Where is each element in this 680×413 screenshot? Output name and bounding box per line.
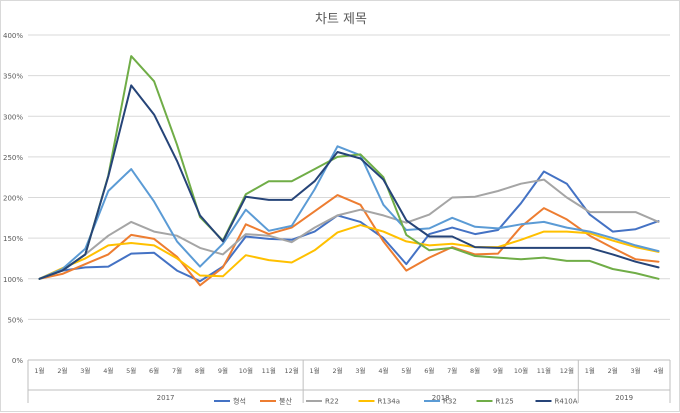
year-label: 2017 bbox=[157, 394, 175, 402]
x-tick-label: 10월 bbox=[514, 366, 528, 375]
x-tick-label: 5월 bbox=[126, 366, 136, 375]
x-tick-label: 8월 bbox=[195, 366, 205, 375]
legend-label: R32 bbox=[443, 398, 457, 406]
gridlines bbox=[28, 34, 670, 320]
x-tick-label: 1월 bbox=[310, 366, 320, 375]
series-line bbox=[38, 224, 660, 280]
legend-label: R134a bbox=[378, 398, 401, 406]
year-label: 2018 bbox=[432, 394, 450, 402]
x-tick-label: 3월 bbox=[80, 366, 90, 375]
y-axis: 0% 50% 100% 150% 200% 250% 300% 350% 400% bbox=[3, 32, 23, 365]
x-tick-label: 12월 bbox=[560, 366, 574, 375]
legend-label: R22 bbox=[325, 398, 339, 406]
x-tick-label: 10월 bbox=[239, 366, 253, 375]
y-tick-label: 400% bbox=[3, 32, 23, 40]
x-tick-label: 1월 bbox=[585, 366, 595, 375]
x-tick-label: 7월 bbox=[172, 366, 182, 375]
x-tick-label: 11월 bbox=[537, 366, 551, 375]
series-lines bbox=[38, 55, 660, 287]
x-tick-label: 6월 bbox=[424, 366, 434, 375]
legend: 형석 불산 R22 R134a R32 R125 R410A bbox=[214, 397, 578, 406]
y-tick-label: 300% bbox=[3, 113, 23, 121]
x-tick-label: 3월 bbox=[631, 366, 641, 375]
series-line bbox=[38, 170, 660, 283]
x-tick-label: 3월 bbox=[355, 366, 365, 375]
x-tick-label: 2월 bbox=[608, 366, 618, 375]
y-tick-label: 100% bbox=[3, 276, 23, 284]
x-tick-label: 4월 bbox=[103, 366, 113, 375]
series-line bbox=[38, 178, 660, 280]
y-tick-label: 350% bbox=[3, 73, 23, 81]
legend-label: 불산 bbox=[279, 397, 292, 406]
y-tick-label: 0% bbox=[12, 357, 23, 365]
x-tick-label: 2월 bbox=[332, 366, 342, 375]
series-line bbox=[38, 145, 660, 280]
legend-label: R410A bbox=[555, 398, 578, 406]
year-label: 2019 bbox=[615, 394, 633, 402]
x-tick-label: 6월 bbox=[149, 366, 159, 375]
y-tick-label: 150% bbox=[3, 235, 23, 243]
x-tick-label: 5월 bbox=[401, 366, 411, 375]
x-tick-label: 2월 bbox=[57, 366, 67, 375]
x-tick-label: 1월 bbox=[34, 366, 44, 375]
series-line bbox=[38, 55, 660, 280]
y-tick-label: 50% bbox=[7, 316, 23, 324]
x-tick-label: 8월 bbox=[470, 366, 480, 375]
x-tick-label: 9월 bbox=[218, 366, 228, 375]
series-line bbox=[38, 84, 660, 280]
legend-label: R125 bbox=[496, 398, 514, 406]
series-line bbox=[38, 194, 660, 287]
x-tick-label: 9월 bbox=[493, 366, 503, 375]
x-tick-label: 7월 bbox=[447, 366, 457, 375]
x-tick-label: 4월 bbox=[378, 366, 388, 375]
y-tick-label: 200% bbox=[3, 195, 23, 203]
x-axis: 1월 2월 3월 4월 5월 6월 7월 8월 9월 10월 11월 12월 1월 2월 3월 4월 5월 6월 7… bbox=[27, 359, 671, 403]
x-tick-label: 4월 bbox=[653, 366, 663, 375]
y-tick-label: 250% bbox=[3, 154, 23, 162]
legend-label: 형석 bbox=[233, 397, 246, 406]
x-tick-label: 12월 bbox=[285, 366, 299, 375]
x-tick-label: 11월 bbox=[262, 366, 276, 375]
chart-title: 차트 제목 bbox=[315, 12, 367, 27]
